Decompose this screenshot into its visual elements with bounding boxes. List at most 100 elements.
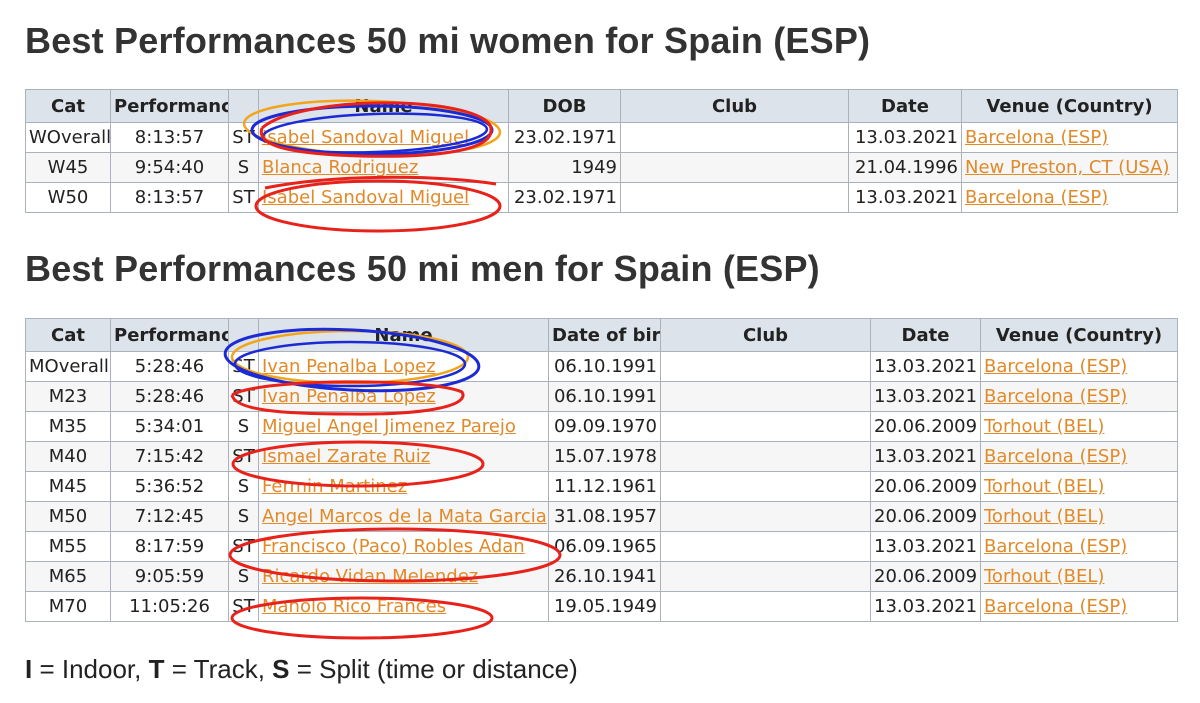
venue-link[interactable]: Torhout (BEL) <box>984 476 1105 497</box>
club-cell <box>660 381 871 412</box>
athlete-link[interactable]: Angel Marcos de la Mata Garcia <box>262 506 547 527</box>
table-row: M45 5:36:52 S Fermin Martinez 11.12.1961 20.0… <box>25 471 1178 502</box>
venue-link[interactable]: Barcelona (ESP) <box>965 187 1109 208</box>
athlete-link[interactable]: Ivan Penalba Lopez <box>262 356 436 377</box>
col-header-cat: Cat <box>25 318 111 352</box>
athlete-link[interactable]: Isabel Sandoval Miguel <box>262 187 470 208</box>
col-header-flag <box>228 318 259 352</box>
date-cell: 13.03.2021 <box>848 182 962 213</box>
date-cell: 13.03.2021 <box>870 381 981 412</box>
flag-cell: S <box>228 501 259 532</box>
men-results-table: Cat Performance Name Date of birth Club … <box>25 318 1178 622</box>
athlete-link[interactable]: Ivan Penalba Lopez <box>262 386 436 407</box>
table-row: MOverall 5:28:46 ST Ivan Penalba Lopez 06.10… <box>25 351 1178 382</box>
flag-cell: S <box>228 561 259 592</box>
venue-cell: Barcelona (ESP) <box>961 122 1178 153</box>
table-row: W45 9:54:40 S Blanca Rodriguez 1949 21.0… <box>25 152 1178 183</box>
dob-cell: 23.02.1971 <box>508 122 621 153</box>
flag-cell: ST <box>228 182 259 213</box>
athlete-link[interactable]: Blanca Rodriguez <box>262 157 419 178</box>
athlete-link[interactable]: Ricardo Vidan Melendez <box>262 566 479 587</box>
club-cell <box>620 122 849 153</box>
venue-link[interactable]: Torhout (BEL) <box>984 566 1105 587</box>
col-header-performance: Performance <box>110 318 229 352</box>
club-cell <box>620 182 849 213</box>
venue-cell: Barcelona (ESP) <box>980 441 1178 472</box>
col-header-date: Date <box>848 89 962 123</box>
table-header-row: Cat Performance Name DOB Club Date Venue… <box>25 89 1178 123</box>
venue-cell: New Preston, CT (USA) <box>961 152 1178 183</box>
flag-cell: ST <box>228 591 259 622</box>
date-cell: 20.06.2009 <box>870 471 981 502</box>
men-section-title: Best Performances 50 mi men for Spain (E… <box>25 248 820 289</box>
name-cell: Angel Marcos de la Mata Garcia <box>258 501 549 532</box>
venue-link[interactable]: Barcelona (ESP) <box>984 596 1128 617</box>
athlete-link[interactable]: Manolo Rico Frances <box>262 596 447 617</box>
col-header-flag <box>228 89 259 123</box>
dob-cell: 06.10.1991 <box>548 381 661 412</box>
venue-link[interactable]: New Preston, CT (USA) <box>965 157 1170 178</box>
table-header-row: Cat Performance Name Date of birth Club … <box>25 318 1178 352</box>
col-header-club: Club <box>660 318 871 352</box>
venue-link[interactable]: Torhout (BEL) <box>984 506 1105 527</box>
flag-cell: ST <box>228 381 259 412</box>
table-row: WOverall 8:13:57 ST Isabel Sandoval Migu… <box>25 122 1178 153</box>
venue-link[interactable]: Barcelona (ESP) <box>984 446 1128 467</box>
date-cell: 13.03.2021 <box>870 531 981 562</box>
flag-cell: S <box>228 152 259 183</box>
name-cell: Fermin Martinez <box>258 471 549 502</box>
date-cell: 21.04.1996 <box>848 152 962 183</box>
performance-cell: 11:05:26 <box>110 591 229 622</box>
venue-cell: Torhout (BEL) <box>980 471 1178 502</box>
cat-cell: W45 <box>25 152 111 183</box>
cat-cell: MOverall <box>25 351 111 382</box>
athlete-link[interactable]: Francisco (Paco) Robles Adan <box>262 536 525 557</box>
athlete-link[interactable]: Fermin Martinez <box>262 476 408 497</box>
athlete-link[interactable]: Isabel Sandoval Miguel <box>262 127 470 148</box>
venue-link[interactable]: Barcelona (ESP) <box>984 386 1128 407</box>
venue-cell: Barcelona (ESP) <box>980 381 1178 412</box>
cat-cell: M65 <box>25 561 111 592</box>
cat-cell: W50 <box>25 182 111 213</box>
dob-cell: 06.09.1965 <box>548 531 661 562</box>
venue-cell: Torhout (BEL) <box>980 561 1178 592</box>
cat-cell: M40 <box>25 441 111 472</box>
name-cell: Miguel Angel Jimenez Parejo <box>258 411 549 442</box>
athlete-link[interactable]: Miguel Angel Jimenez Parejo <box>262 416 516 437</box>
col-header-performance: Performance <box>110 89 229 123</box>
venue-link[interactable]: Barcelona (ESP) <box>965 127 1109 148</box>
table-row: M23 5:28:46 ST Ivan Penalba Lopez 06.10.1991… <box>25 381 1178 412</box>
name-cell: Ismael Zarate Ruiz <box>258 441 549 472</box>
flag-cell: S <box>228 471 259 502</box>
legend: I = Indoor, T = Track, S = Split (time o… <box>25 654 578 685</box>
club-cell <box>620 152 849 183</box>
performance-cell: 8:17:59 <box>110 531 229 562</box>
athlete-link[interactable]: Ismael Zarate Ruiz <box>262 446 431 467</box>
table-row: M35 5:34:01 S Miguel Angel Jimenez Parejo 09… <box>25 411 1178 442</box>
col-header-dob: DOB <box>508 89 621 123</box>
table-row: W50 8:13:57 ST Isabel Sandoval Miguel 23… <box>25 182 1178 213</box>
performance-cell: 5:36:52 <box>110 471 229 502</box>
col-header-cat: Cat <box>25 89 111 123</box>
name-cell: Francisco (Paco) Robles Adan <box>258 531 549 562</box>
col-header-venue: Venue (Country) <box>980 318 1178 352</box>
venue-link[interactable]: Barcelona (ESP) <box>984 536 1128 557</box>
performance-cell: 7:15:42 <box>110 441 229 472</box>
venue-cell: Torhout (BEL) <box>980 411 1178 442</box>
table-row: M40 7:15:42 ST Ismael Zarate Ruiz 15.07.1978… <box>25 441 1178 472</box>
venue-cell: Barcelona (ESP) <box>961 182 1178 213</box>
venue-link[interactable]: Torhout (BEL) <box>984 416 1105 437</box>
dob-cell: 23.02.1971 <box>508 182 621 213</box>
table-row: M70 11:05:26 ST Manolo Rico Frances 19.05.19… <box>25 591 1178 622</box>
club-cell <box>660 531 871 562</box>
name-cell: Isabel Sandoval Miguel <box>258 182 509 213</box>
venue-cell: Barcelona (ESP) <box>980 351 1178 382</box>
cat-cell: M50 <box>25 501 111 532</box>
col-header-name: Name <box>258 89 509 123</box>
table-row: M55 8:17:59 ST Francisco (Paco) Robles Adan… <box>25 531 1178 562</box>
venue-link[interactable]: Barcelona (ESP) <box>984 356 1128 377</box>
name-cell: Ricardo Vidan Melendez <box>258 561 549 592</box>
dob-cell: 26.10.1941 <box>548 561 661 592</box>
club-cell <box>660 351 871 382</box>
venue-cell: Barcelona (ESP) <box>980 591 1178 622</box>
